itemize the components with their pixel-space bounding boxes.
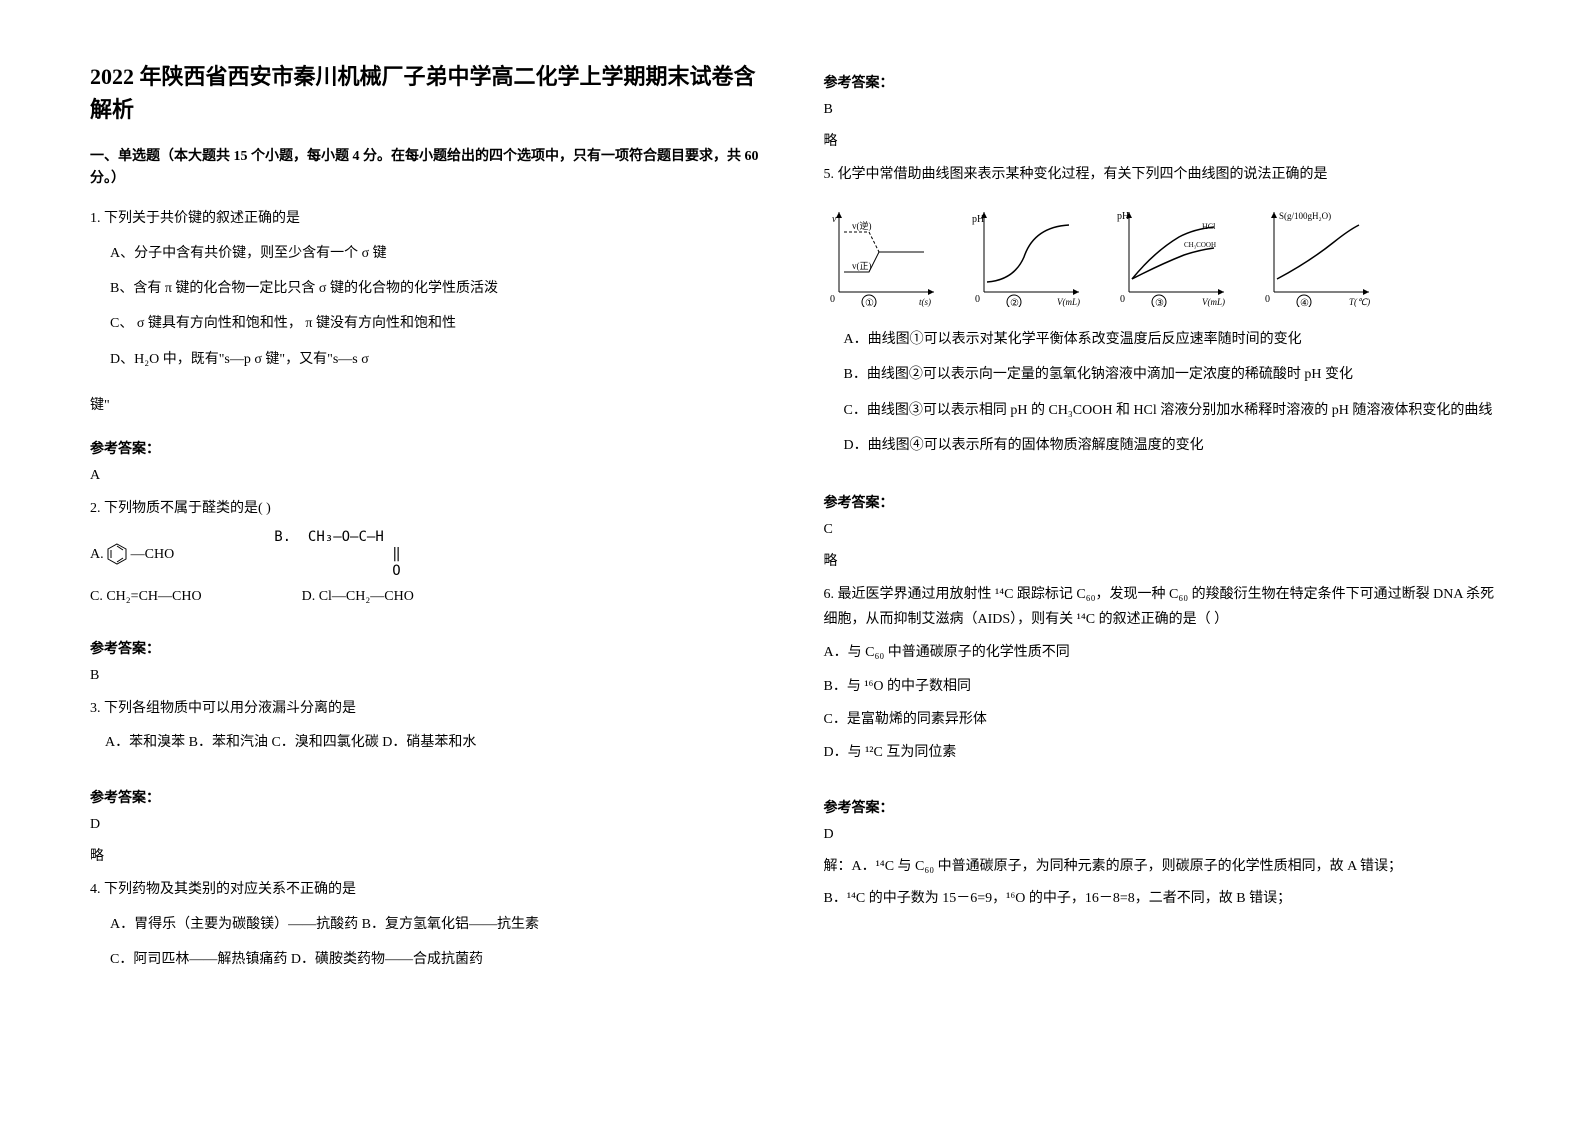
- svg-text:②: ②: [1010, 298, 1019, 307]
- question-6: 6. 最近医学界通过用放射性 ¹⁴C 跟踪标记 C₆₀，发现一种 C₆₀ 的羧酸…: [824, 582, 1498, 773]
- q6-explain1: 解：A．¹⁴C 与 C₆₀ 中普通碳原子，为同种元素的原子，则碳原子的化学性质相…: [824, 855, 1498, 875]
- q5-charts: v v(逆) v(正) 0 t(s) ① pH 0 V(mL): [824, 207, 1498, 307]
- chart-4: S(g/100gH₂O) 0 T(℃) ④: [1259, 207, 1379, 307]
- exam-title: 2022 年陕西省西安市秦川机械厂子弟中学高二化学上学期期末试卷含解析: [90, 60, 764, 126]
- q4-answer: B: [824, 102, 1498, 118]
- svg-text:S(g/100gH₂O): S(g/100gH₂O): [1279, 211, 1331, 221]
- svg-text:v(正): v(正): [852, 261, 872, 271]
- svg-text:0: 0: [830, 294, 835, 305]
- q1-option-b: B、含有 π 键的化合物一定比只含 σ 键的化合物的化学性质活泼: [110, 276, 764, 301]
- question-1: 1. 下列关于共价键的叙述正确的是 A、分子中含有共价键，则至少含有一个 σ 键…: [90, 206, 764, 382]
- q6-option-d: D．与 ¹²C 互为同位素: [824, 740, 1498, 765]
- q5-option-d: D．曲线图④可以表示所有的固体物质溶解度随温度的变化: [844, 433, 1498, 458]
- q2-option-c: C. CH₂=CH—CHO: [90, 584, 202, 609]
- q5-answer: C: [824, 522, 1498, 538]
- q6-answer: D: [824, 827, 1498, 843]
- q4-answer-label: 参考答案：: [824, 72, 1498, 92]
- q6-option-b: B．与 ¹⁶O 的中子数相同: [824, 674, 1498, 699]
- q6-option-c: C．是富勒烯的同素异形体: [824, 707, 1498, 732]
- q4-row1: A．胃得乐（主要为碳酸镁）——抗酸药 B．复方氢氧化铝——抗生素: [110, 912, 764, 937]
- question-2: 2. 下列物质不属于醛类的是( ) A. —CHO B. CH₃—O—C—H ‖…: [90, 496, 764, 615]
- q2-option-b: B. CH₃—O—C—H ‖ O: [274, 529, 400, 579]
- svg-text:pH: pH: [972, 214, 984, 225]
- q2-option-d: D. Cl—CH₂—CHO: [302, 584, 414, 609]
- svg-text:0: 0: [1120, 294, 1125, 305]
- svg-text:①: ①: [865, 298, 874, 307]
- svg-text:④: ④: [1300, 298, 1309, 307]
- q5-answer-label: 参考答案：: [824, 492, 1498, 512]
- svg-text:HCl: HCl: [1202, 222, 1216, 231]
- q2-answer: B: [90, 668, 764, 684]
- q2-a-suffix: —CHO: [131, 547, 175, 562]
- svg-text:0: 0: [975, 294, 980, 305]
- q3-note: 略: [90, 845, 764, 865]
- q5-option-b: B．曲线图②可以表示向一定量的氢氧化钠溶液中滴加一定浓度的稀硫酸时 pH 变化: [844, 362, 1498, 387]
- q2-stem: 2. 下列物质不属于醛类的是( ): [90, 496, 764, 521]
- q1-answer-label: 参考答案：: [90, 438, 764, 458]
- q2-option-a: A. —CHO: [90, 542, 174, 567]
- svg-text:V(mL): V(mL): [1202, 297, 1225, 307]
- q5-stem: 5. 化学中常借助曲线图来表示某种变化过程，有关下列四个曲线图的说法正确的是: [824, 162, 1498, 187]
- q2-row-ab: A. —CHO B. CH₃—O—C—H ‖ O: [90, 529, 764, 579]
- q3-answer: D: [90, 817, 764, 833]
- q2-answer-label: 参考答案：: [90, 638, 764, 658]
- q1-option-c: C、 σ 键具有方向性和饱和性， π 键没有方向性和饱和性: [110, 311, 764, 336]
- q6-option-a: A．与 C₆₀ 中普通碳原子的化学性质不同: [824, 640, 1498, 665]
- chart-3: pH HCl CH₃COOH 0 V(mL) ③: [1114, 207, 1234, 307]
- q3-answer-label: 参考答案：: [90, 787, 764, 807]
- q5-option-c: C．曲线图③可以表示相同 pH 的 CH₃COOH 和 HCl 溶液分别加水稀释…: [844, 398, 1498, 423]
- q5-option-a: A．曲线图①可以表示对某化学平衡体系改变温度后反应速率随时间的变化: [844, 327, 1498, 352]
- question-5: 5. 化学中常借助曲线图来表示某种变化过程，有关下列四个曲线图的说法正确的是 v…: [824, 162, 1498, 468]
- q6-answer-label: 参考答案：: [824, 797, 1498, 817]
- question-3: 3. 下列各组物质中可以用分液漏斗分离的是 A．苯和溴苯 B．苯和汽油 C．溴和…: [90, 696, 764, 762]
- q4-note: 略: [824, 130, 1498, 150]
- svg-text:t(s): t(s): [919, 297, 931, 307]
- q3-options: A．苯和溴苯 B．苯和汽油 C．溴和四氯化碳 D．硝基苯和水: [105, 730, 764, 755]
- q1-d-continuation: 键": [90, 394, 764, 414]
- q2-a-prefix: A.: [90, 547, 104, 562]
- left-column: 2022 年陕西省西安市秦川机械厂子弟中学高二化学上学期期末试卷含解析 一、单选…: [90, 60, 764, 1062]
- q5-note: 略: [824, 550, 1498, 570]
- question-4: 4. 下列药物及其类别的对应关系不正确的是 A．胃得乐（主要为碳酸镁）——抗酸药…: [90, 877, 764, 983]
- chart-2: pH 0 V(mL) ②: [969, 207, 1089, 307]
- svg-text:0: 0: [1265, 294, 1270, 305]
- section-1-header: 一、单选题（本大题共 15 个小题，每小题 4 分。在每小题给出的四个选项中，只…: [90, 146, 764, 191]
- svg-text:v(逆): v(逆): [852, 220, 872, 231]
- q4-stem: 4. 下列药物及其类别的对应关系不正确的是: [90, 877, 764, 902]
- q6-explain2: B．¹⁴C 的中子数为 15－6=9，¹⁶O 的中子，16－8=8，二者不同，故…: [824, 887, 1498, 907]
- svg-text:v: v: [832, 214, 837, 225]
- q1-answer: A: [90, 468, 764, 484]
- chart-1: v v(逆) v(正) 0 t(s) ①: [824, 207, 944, 307]
- svg-text:pH: pH: [1117, 211, 1129, 222]
- right-column: 参考答案： B 略 5. 化学中常借助曲线图来表示某种变化过程，有关下列四个曲线…: [824, 60, 1498, 1062]
- q4-row2: C．阿司匹林——解热镇痛药 D．磺胺类药物——合成抗菌药: [110, 947, 764, 972]
- benzene-ring-icon: [107, 543, 127, 565]
- q2-row-cd: C. CH₂=CH—CHO D. Cl—CH₂—CHO: [90, 584, 764, 609]
- svg-text:③: ③: [1155, 298, 1164, 307]
- svg-text:V(mL): V(mL): [1057, 297, 1080, 307]
- q6-stem: 6. 最近医学界通过用放射性 ¹⁴C 跟踪标记 C₆₀，发现一种 C₆₀ 的羧酸…: [824, 582, 1498, 632]
- q1-option-a: A、分子中含有共价键，则至少含有一个 σ 键: [110, 241, 764, 266]
- svg-text:T(℃): T(℃): [1349, 297, 1370, 307]
- q1-stem: 1. 下列关于共价键的叙述正确的是: [90, 206, 764, 231]
- q1-option-d: D、H₂O 中，既有"s—p σ 键"，又有"s—s σ: [110, 347, 764, 372]
- q3-stem: 3. 下列各组物质中可以用分液漏斗分离的是: [90, 696, 764, 721]
- svg-text:CH₃COOH: CH₃COOH: [1184, 241, 1216, 249]
